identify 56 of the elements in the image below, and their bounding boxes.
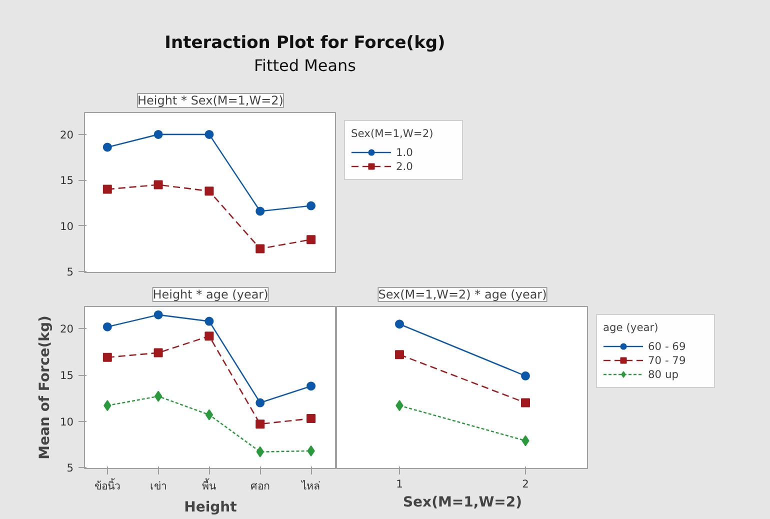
point: [306, 201, 316, 210]
point: [521, 398, 530, 408]
y-tick-label: 15: [60, 174, 74, 188]
point: [154, 348, 163, 358]
point: [256, 206, 265, 216]
point: [102, 352, 112, 362]
x-axis-title: Height: [184, 500, 238, 516]
point: [204, 130, 214, 139]
chart-title: Height * Sex(M=1,W=2): [138, 94, 284, 108]
x-tick-label: พื้น: [202, 478, 218, 492]
point: [102, 142, 112, 152]
point: [395, 320, 404, 329]
chart-title: Sex(M=1,W=2) * age (year): [378, 288, 547, 302]
legend-label: 1.0: [396, 145, 414, 159]
x-tick-label: ไหล่: [300, 480, 321, 492]
legend-title: age (year): [603, 321, 660, 334]
y-tick-label: 10: [60, 415, 74, 428]
legend-label: 2.0: [396, 159, 414, 173]
y-axis-title: Mean of Force(kg): [36, 316, 53, 460]
x-tick-label: 1: [396, 478, 403, 490]
y-tick-label: 10: [60, 220, 74, 233]
point: [256, 398, 265, 408]
x-tick-label: เข่า: [150, 480, 167, 492]
point: [306, 382, 316, 391]
point: [306, 235, 316, 244]
point: [204, 316, 214, 326]
point: [205, 409, 214, 420]
point: [204, 332, 214, 341]
point: [102, 322, 112, 332]
legend-label: 70 - 79: [648, 353, 687, 367]
point: [256, 244, 265, 254]
point: [154, 390, 162, 402]
x-tick-label: ข้อนิ้ว: [94, 478, 120, 492]
x-tick-label: ศอก: [250, 480, 270, 492]
y-tick-label: 20: [60, 128, 74, 142]
point: [306, 414, 316, 424]
chart-title: Height * age (year): [152, 288, 268, 302]
point: [154, 180, 163, 190]
y-tick-label: 20: [60, 322, 74, 336]
point: [154, 130, 163, 139]
point: [204, 186, 214, 196]
legend-title: Sex(M=1,W=2): [351, 127, 434, 140]
x-axis-title: Sex(M=1,W=2): [402, 494, 522, 510]
legend-label: 80 up: [648, 367, 680, 381]
point: [102, 184, 112, 194]
text: Fitted Means: [252, 55, 358, 78]
y-tick-label: 5: [66, 462, 74, 475]
point: [256, 420, 265, 429]
x-tick-label: 2: [522, 478, 529, 490]
point: [395, 350, 404, 360]
point: [154, 310, 163, 320]
y-tick-label: 15: [60, 369, 74, 382]
legend-label: 60 - 69: [648, 339, 687, 353]
y-tick-label: 5: [66, 266, 74, 279]
text: Interaction Plot for Force(kg): [164, 32, 446, 55]
point: [521, 371, 530, 380]
